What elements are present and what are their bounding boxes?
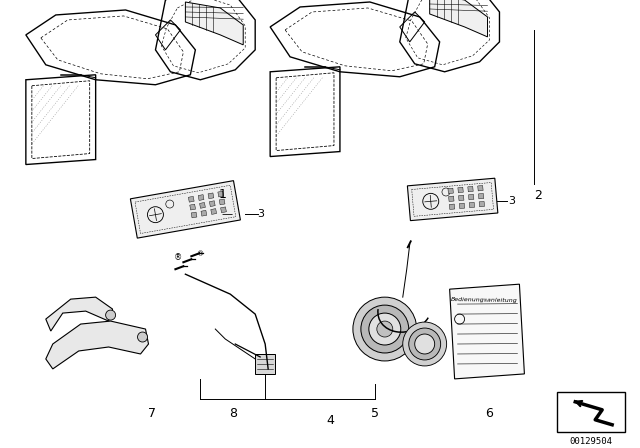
Text: 4: 4 xyxy=(326,414,334,427)
Polygon shape xyxy=(46,297,113,331)
Text: 3: 3 xyxy=(508,196,515,207)
Bar xyxy=(449,196,454,202)
Polygon shape xyxy=(131,181,241,238)
Polygon shape xyxy=(186,2,243,45)
Bar xyxy=(201,211,207,216)
Text: —: — xyxy=(221,209,233,220)
Circle shape xyxy=(369,313,401,345)
Text: 00129504: 00129504 xyxy=(570,437,612,446)
Bar xyxy=(468,194,474,200)
Bar xyxy=(198,194,204,200)
Bar xyxy=(200,202,205,208)
Polygon shape xyxy=(46,321,148,369)
Polygon shape xyxy=(408,178,498,220)
Circle shape xyxy=(361,305,409,353)
Bar xyxy=(458,187,463,193)
Bar xyxy=(218,191,223,197)
Bar xyxy=(479,194,484,199)
Text: 8: 8 xyxy=(229,407,237,420)
Bar xyxy=(209,201,215,207)
Circle shape xyxy=(415,334,435,354)
Circle shape xyxy=(106,310,116,320)
Bar xyxy=(449,204,455,209)
Text: 5: 5 xyxy=(371,407,379,420)
Bar xyxy=(468,186,473,192)
Bar xyxy=(557,392,625,432)
Text: 7: 7 xyxy=(148,407,157,420)
Polygon shape xyxy=(429,0,488,37)
Polygon shape xyxy=(450,284,524,379)
Bar xyxy=(191,212,197,218)
Bar xyxy=(477,185,483,191)
Circle shape xyxy=(353,297,417,361)
Circle shape xyxy=(409,328,441,360)
Bar xyxy=(208,193,214,199)
Bar xyxy=(190,204,196,210)
Bar xyxy=(221,207,227,213)
Bar xyxy=(220,199,225,205)
Text: Bedienungsanleitung: Bedienungsanleitung xyxy=(451,297,518,303)
Text: ®: ® xyxy=(196,251,204,257)
Polygon shape xyxy=(255,354,275,374)
Bar xyxy=(479,202,484,207)
Circle shape xyxy=(403,322,447,366)
Circle shape xyxy=(377,321,393,337)
Bar xyxy=(448,188,453,194)
Bar xyxy=(469,202,475,208)
Text: 2: 2 xyxy=(534,190,542,202)
Text: 1: 1 xyxy=(218,188,226,201)
Bar xyxy=(188,196,194,202)
Text: 6: 6 xyxy=(486,407,493,420)
Text: 3: 3 xyxy=(258,209,265,220)
Bar xyxy=(459,195,464,201)
Bar xyxy=(211,209,216,215)
Bar xyxy=(460,203,465,209)
Circle shape xyxy=(138,332,147,342)
Text: ®: ® xyxy=(174,253,182,262)
